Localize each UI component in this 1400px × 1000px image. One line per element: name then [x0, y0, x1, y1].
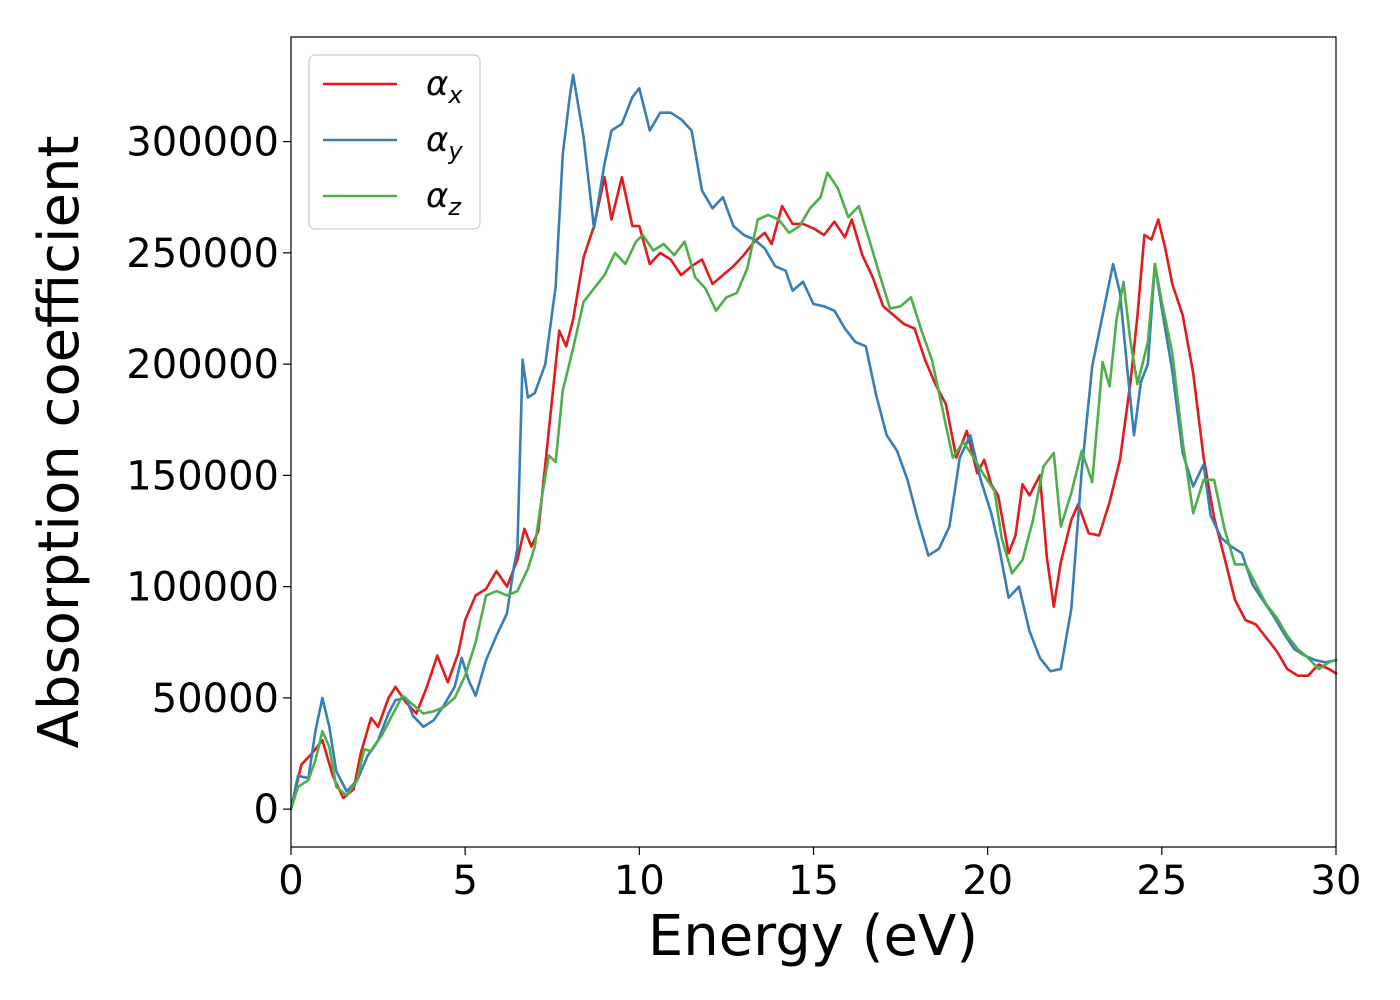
series-line-x: [289, 175, 1338, 811]
y-axis: 0 50000 100000 150000 200000 250000 300000: [126, 120, 291, 833]
y-tick-label: 150000: [126, 453, 279, 499]
legend-box: [308, 54, 481, 230]
x-tick-label: 30: [1311, 858, 1362, 904]
series-line-z: [289, 171, 1338, 811]
y-tick-label: 100000: [126, 565, 279, 611]
y-axis-title: Absorption coefficient: [27, 136, 92, 749]
legend-label-x: αx: [426, 64, 463, 109]
legend-label-z: αz: [426, 176, 462, 221]
legend-label-y: αy: [426, 120, 463, 165]
x-axis: 0 5 10 15 20 25 30: [278, 847, 1361, 904]
x-tick-label: 25: [1136, 858, 1187, 904]
legend: αx αy αz: [308, 54, 481, 230]
series-layer: [289, 73, 1338, 811]
x-tick-label: 20: [962, 858, 1013, 904]
x-tick-label: 10: [614, 858, 665, 904]
x-tick-label: 15: [788, 858, 839, 904]
x-tick-label: 0: [278, 858, 303, 904]
y-tick-label: 50000: [152, 676, 279, 722]
y-tick-label: 200000: [126, 342, 279, 388]
y-tick-label: 0: [254, 787, 279, 833]
x-tick-label: 5: [452, 858, 477, 904]
x-axis-title: Energy (eV): [648, 904, 978, 969]
y-tick-label: 250000: [126, 231, 279, 277]
y-tick-label: 300000: [126, 120, 279, 166]
